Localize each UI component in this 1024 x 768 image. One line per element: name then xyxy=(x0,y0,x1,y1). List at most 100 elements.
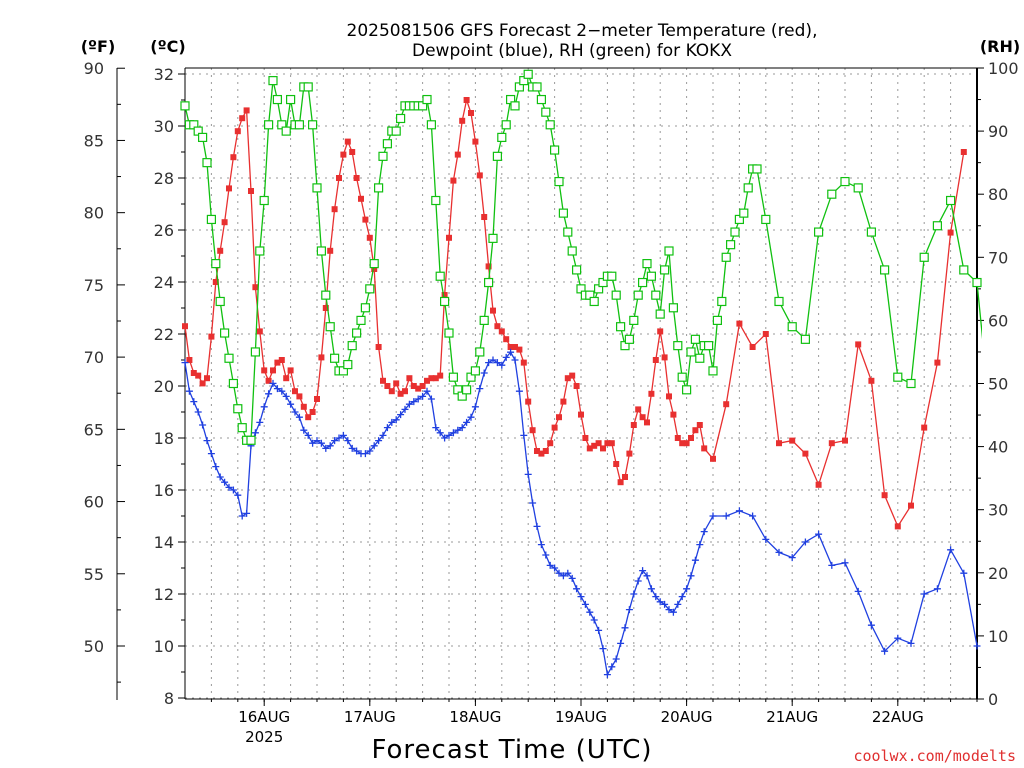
rh-point xyxy=(294,120,304,130)
rh-point xyxy=(761,214,771,225)
rh-point xyxy=(215,296,225,307)
temperature-point xyxy=(450,177,457,184)
rh-point xyxy=(198,132,208,143)
dewpoint-point xyxy=(590,616,598,624)
dewpoint-point xyxy=(458,424,466,432)
rh-tick-label: 20 xyxy=(988,564,1008,583)
dewpoint-point xyxy=(595,626,603,634)
temperature-point xyxy=(591,442,598,449)
dewpoint-point xyxy=(515,387,523,395)
dewpoint-point xyxy=(449,429,457,437)
rh-point xyxy=(624,334,635,344)
temperature-point xyxy=(573,383,580,389)
chart-title-line-1: 2025081506 GFS Forecast 2−meter Temperat… xyxy=(347,21,818,41)
dewpoint-point xyxy=(234,491,242,499)
temperature-point xyxy=(428,375,435,382)
dewpoint-point xyxy=(185,387,193,395)
f-tick-label: 80 xyxy=(84,204,104,223)
rh-point xyxy=(369,259,379,269)
temperature-point xyxy=(358,195,364,202)
dewpoint-point xyxy=(375,437,383,445)
rh-point xyxy=(879,265,890,275)
temperature-point xyxy=(485,263,492,270)
temperature-point xyxy=(512,344,518,350)
rh-point xyxy=(497,132,507,143)
rh-point xyxy=(541,107,551,117)
rh-point xyxy=(374,183,384,193)
temperature-point xyxy=(371,266,378,272)
temperature-point xyxy=(256,328,263,335)
rh-point xyxy=(352,328,362,338)
temperature-point xyxy=(362,216,369,223)
rh-point xyxy=(629,315,639,325)
temperature-point xyxy=(459,117,466,124)
dewpoint-point xyxy=(493,359,501,367)
temperature-point xyxy=(881,492,888,499)
rh-point xyxy=(690,334,701,344)
dewpoint-point xyxy=(775,548,783,556)
c-tick-label: 20 xyxy=(154,377,174,396)
temperature-point xyxy=(415,385,422,392)
temperature-point xyxy=(934,359,941,366)
temperature-point xyxy=(481,214,488,220)
f-tick-label: 70 xyxy=(84,348,104,367)
temperature-point xyxy=(406,375,413,382)
rh-point xyxy=(268,76,278,86)
temperature-point xyxy=(270,367,276,374)
temperature-point xyxy=(617,479,624,486)
temperature-point xyxy=(274,359,281,366)
rh-point xyxy=(637,277,648,288)
rh-point xyxy=(866,227,877,237)
rh-point xyxy=(202,158,212,168)
temperature-point xyxy=(490,307,496,314)
rh-point xyxy=(695,353,705,363)
dewpoint-point xyxy=(401,405,409,413)
dewpoint-point xyxy=(652,593,660,601)
temperature-point xyxy=(349,149,356,155)
dewpoint-point xyxy=(656,598,664,606)
dewpoint-point xyxy=(533,522,541,530)
temperature-point xyxy=(199,380,206,387)
dewpoint-point xyxy=(828,561,836,569)
celsius-unit-label: (ºC) xyxy=(150,37,185,56)
dewpoint-point xyxy=(586,608,594,616)
rh-point xyxy=(356,315,366,325)
temperature-point xyxy=(556,414,562,421)
temperature-point xyxy=(375,344,382,350)
dewpoint-point xyxy=(524,470,532,478)
temperature-point xyxy=(525,398,532,405)
dewpoint-point xyxy=(537,541,545,549)
rh-point xyxy=(325,322,335,332)
dewpoint-point xyxy=(709,512,717,520)
dewpoint-point xyxy=(854,587,862,595)
dewpoint-point xyxy=(181,359,189,367)
dewpoint-point xyxy=(735,507,743,515)
dewpoint-point xyxy=(322,444,330,452)
rh-point xyxy=(347,341,357,351)
temperature-point xyxy=(688,435,694,441)
temperature-point xyxy=(265,377,272,384)
temperature-point xyxy=(666,393,672,400)
temperature-point xyxy=(353,175,360,181)
rh-point xyxy=(246,435,256,445)
rh-point xyxy=(431,195,441,206)
rh-point xyxy=(607,271,617,281)
temperature-point xyxy=(683,440,690,447)
temperature-point xyxy=(674,435,681,441)
temperature-point xyxy=(868,377,875,384)
temperature-point xyxy=(507,344,514,350)
temperature-point xyxy=(626,450,633,457)
dewpoint-point xyxy=(617,639,625,647)
dewpoint-point xyxy=(559,572,567,580)
dewpoint-point xyxy=(238,512,246,520)
rh-point xyxy=(708,366,718,376)
rh-point xyxy=(264,120,274,130)
series-group xyxy=(180,69,982,679)
rh-point xyxy=(664,246,674,256)
temperature-point xyxy=(424,377,430,384)
rh-point xyxy=(391,126,401,136)
temperature-point xyxy=(648,390,655,397)
dewpoint-point xyxy=(190,398,198,406)
dewpoint-point xyxy=(304,431,312,439)
dewpoint-point xyxy=(973,642,981,650)
